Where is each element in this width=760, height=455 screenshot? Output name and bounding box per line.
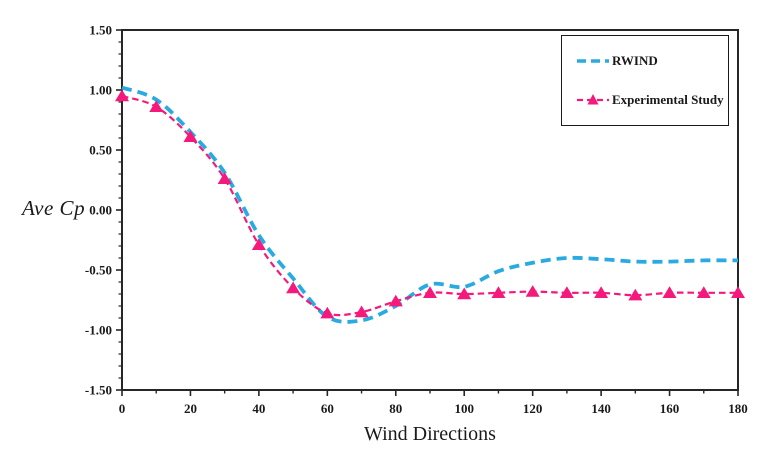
legend-item-rwind: RWIND [576,51,728,71]
x-tick-label: 140 [591,401,611,416]
x-tick-label: 20 [184,401,197,416]
x-tick-label: 80 [389,401,402,416]
triangle-marker [457,287,472,300]
legend-box: RWIND Experimental Study [561,35,729,126]
y-tick-label: 0.00 [89,203,112,218]
triangle-marker [491,286,506,298]
x-tick-label: 160 [660,401,680,416]
y-tick-label: -1.50 [85,383,112,398]
y-axis-title: Ave Cp [22,196,86,220]
triangle-marker [696,286,711,298]
legend-item-experimental: Experimental Study [576,90,728,110]
y-tick-label: -0.50 [85,263,112,278]
triangle-marker [662,286,677,298]
x-tick-label: 100 [454,401,474,416]
x-tick-label: 40 [252,401,265,416]
triangle-marker [628,288,643,301]
y-tick-label: 1.00 [89,83,112,98]
triangle-marker [286,281,301,294]
triangle-marker [251,238,266,250]
x-tick-label: 0 [119,401,126,416]
experimental-line-sample-icon [577,94,609,105]
y-tick-label: 0.50 [89,143,112,158]
triangle-marker [559,286,574,298]
legend-label-experimental: Experimental Study [612,91,724,107]
experimental-series [115,89,745,319]
triangle-marker [388,294,403,307]
x-tick-label: 180 [728,401,748,416]
triangle-marker [354,305,369,318]
y-tick-label: 1.50 [89,23,112,38]
x-tick-label: 120 [523,401,543,416]
y-tick-label: -1.00 [85,323,112,338]
triangle-marker [731,286,745,298]
triangle-marker [320,306,335,319]
x-axis-ticks: 0 20 40 60 80 100 120 140 160 180 [119,390,748,416]
x-axis-title: Wind Directions [364,423,496,445]
triangle-marker [525,285,540,297]
triangle-marker [149,100,164,112]
triangle-marker [217,172,232,184]
experimental-curve [121,94,738,317]
triangle-marker [423,286,437,298]
triangle-marker [183,130,198,142]
triangle-marker [115,89,129,102]
legend-label-rwind: RWIND [612,53,658,69]
triangle-marker [594,286,609,298]
y-axis-ticks: -1.50 -1.00 -0.50 0.00 0.50 1.00 1.50 [85,23,122,398]
rwind-line-sample-icon [577,59,609,64]
x-tick-label: 60 [321,401,334,416]
